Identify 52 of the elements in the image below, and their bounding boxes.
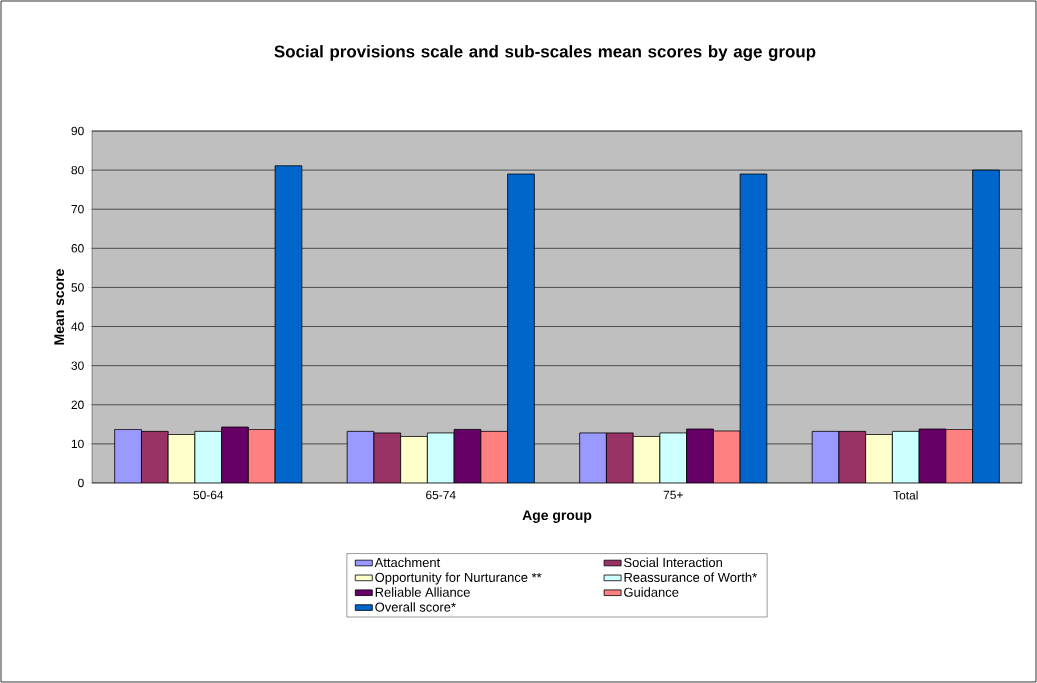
bar bbox=[221, 426, 249, 483]
y-tick-label: 30 bbox=[71, 361, 84, 370]
x-tick-label: 65-74 bbox=[426, 490, 456, 500]
bar bbox=[247, 429, 276, 483]
legend-label: Overall score* bbox=[375, 602, 456, 612]
bar bbox=[632, 436, 661, 483]
bar bbox=[606, 432, 634, 483]
bar bbox=[945, 429, 973, 483]
legend-label: Attachment bbox=[374, 557, 441, 568]
y-tick-label: 50 bbox=[71, 283, 84, 292]
x-axis-title: Age group bbox=[522, 510, 592, 523]
bar bbox=[659, 432, 688, 483]
y-tick-label: 10 bbox=[71, 439, 84, 449]
bar bbox=[507, 174, 535, 483]
x-tick-label: Total bbox=[893, 490, 918, 500]
bar bbox=[972, 169, 1000, 483]
legend-label: Reassurance of Worth* bbox=[624, 572, 757, 582]
bar bbox=[194, 430, 223, 483]
bar bbox=[838, 430, 867, 483]
bar bbox=[739, 173, 768, 483]
x-tick-label: 50-64 bbox=[193, 490, 224, 500]
y-axis-title: Mean score bbox=[54, 269, 65, 345]
y-tick-label: 20 bbox=[71, 400, 84, 409]
bar bbox=[114, 429, 142, 483]
y-tick-label: 0 bbox=[78, 478, 84, 488]
legend-label: Opportunity for Nurturance ** bbox=[375, 572, 542, 585]
bar bbox=[480, 431, 508, 483]
bar bbox=[865, 434, 893, 483]
bar bbox=[579, 432, 607, 483]
bar bbox=[891, 430, 920, 483]
bar bbox=[373, 432, 401, 483]
bar bbox=[274, 165, 303, 483]
legend-label: Reliable Alliance bbox=[375, 587, 470, 597]
legend-label: Social Interaction bbox=[624, 557, 722, 568]
bar bbox=[400, 436, 428, 483]
y-tick-label: 90 bbox=[71, 126, 84, 136]
bar bbox=[167, 434, 196, 483]
legend-label: Guidance bbox=[624, 587, 679, 597]
bar bbox=[347, 431, 374, 483]
bar bbox=[686, 428, 714, 483]
y-tick-label: 60 bbox=[71, 244, 84, 253]
y-tick-label: 80 bbox=[71, 165, 84, 175]
bar bbox=[918, 428, 947, 483]
x-tick-label: 75+ bbox=[663, 490, 683, 500]
bar bbox=[811, 430, 840, 483]
bar bbox=[141, 430, 169, 483]
y-tick-label: 70 bbox=[71, 204, 84, 214]
bar bbox=[712, 430, 741, 483]
bar bbox=[454, 429, 481, 483]
bar bbox=[427, 432, 455, 483]
y-tick-label: 40 bbox=[71, 322, 84, 331]
chart-title: Social provisions scale and sub-scales mean scores by age group bbox=[274, 45, 816, 61]
